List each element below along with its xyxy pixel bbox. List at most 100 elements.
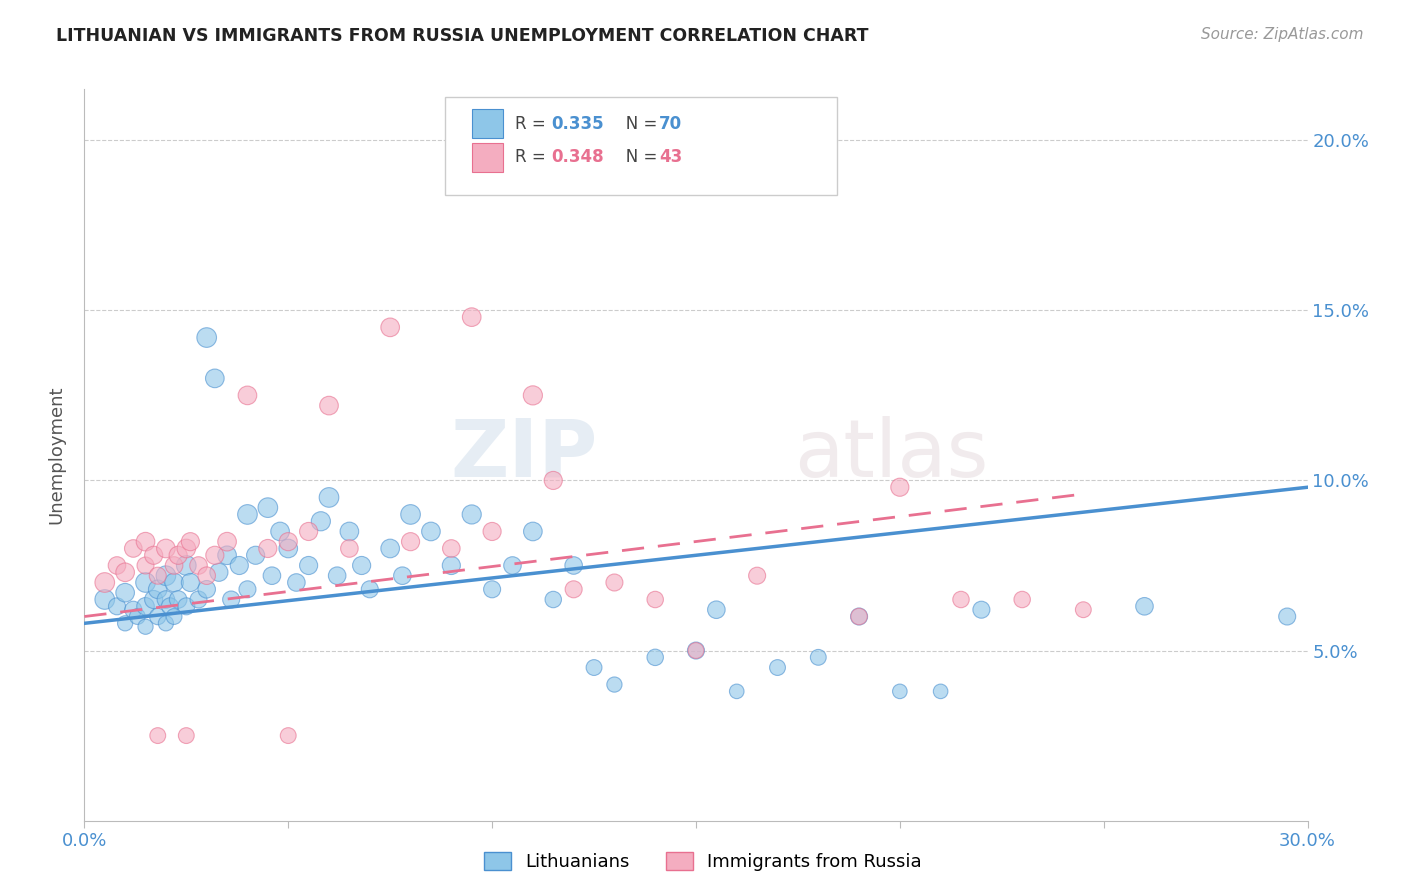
Point (277, 541, 299, 556)
Point (502, 558, 524, 573)
Point (309, 514, 332, 528)
Point (204, 549, 226, 563)
Point (644, 650, 666, 665)
Point (298, 524, 321, 539)
Point (135, 534, 157, 549)
Point (380, 541, 402, 556)
Point (970, 603, 993, 617)
Point (257, 541, 280, 556)
Point (114, 566, 136, 580)
Point (339, 524, 361, 539)
Point (440, 558, 463, 573)
Point (440, 541, 463, 556)
Point (236, 388, 259, 402)
Point (603, 677, 626, 691)
Point (889, 684, 911, 698)
Point (380, 320, 402, 334)
Point (135, 620, 157, 634)
Text: R =: R = (515, 114, 551, 133)
Point (461, 508, 484, 522)
Point (562, 558, 585, 573)
Point (127, 609, 149, 624)
Point (114, 616, 136, 631)
Point (929, 684, 952, 698)
Point (644, 592, 666, 607)
Point (685, 643, 707, 657)
Point (236, 582, 259, 597)
Point (228, 558, 250, 573)
Point (105, 558, 128, 573)
Point (747, 568, 769, 582)
Point (142, 549, 165, 563)
Point (318, 399, 340, 413)
Point (195, 330, 218, 344)
Point (155, 541, 177, 556)
Point (163, 558, 186, 573)
Point (114, 585, 136, 599)
Point (93, 575, 115, 590)
Point (135, 599, 157, 614)
Point (260, 568, 283, 582)
Point (135, 575, 157, 590)
Point (1133, 599, 1156, 614)
Point (481, 524, 503, 539)
Point (236, 508, 259, 522)
Point (562, 582, 585, 597)
Point (146, 609, 169, 624)
Text: N =: N = (610, 114, 664, 133)
Text: 70: 70 (659, 114, 682, 133)
Point (146, 582, 169, 597)
Point (93, 592, 115, 607)
Point (269, 524, 291, 539)
Point (848, 609, 870, 624)
Point (187, 592, 209, 607)
Text: atlas: atlas (794, 416, 988, 494)
Point (217, 549, 239, 563)
Point (155, 592, 177, 607)
Point (420, 524, 443, 539)
Point (359, 582, 381, 597)
Point (766, 660, 789, 674)
Text: LITHUANIAN VS IMMIGRANTS FROM RUSSIA UNEMPLOYMENT CORRELATION CHART: LITHUANIAN VS IMMIGRANTS FROM RUSSIA UNE… (56, 27, 869, 45)
Legend: Lithuanians, Immigrants from Russia: Lithuanians, Immigrants from Russia (477, 845, 929, 879)
Point (461, 310, 484, 325)
Point (950, 592, 973, 607)
Text: N =: N = (610, 148, 664, 166)
Point (277, 534, 299, 549)
Point (179, 575, 201, 590)
Point (1011, 592, 1033, 607)
Point (146, 568, 169, 582)
Point (174, 599, 197, 614)
Point (522, 524, 544, 539)
Point (1073, 603, 1095, 617)
Point (155, 616, 177, 631)
Text: R =: R = (515, 148, 551, 166)
Point (195, 582, 218, 597)
Point (219, 592, 242, 607)
Point (522, 388, 544, 402)
Point (122, 541, 145, 556)
Point (174, 558, 197, 573)
Point (135, 558, 157, 573)
Y-axis label: Unemployment: Unemployment (48, 385, 66, 524)
Point (326, 568, 349, 582)
Point (725, 684, 748, 698)
Point (245, 549, 267, 563)
Point (391, 568, 413, 582)
Point (195, 568, 218, 582)
Point (159, 599, 181, 614)
Text: 0.348: 0.348 (551, 148, 605, 166)
Point (298, 558, 321, 573)
Point (174, 729, 197, 743)
Point (339, 541, 361, 556)
Point (217, 534, 239, 549)
Text: ZIP: ZIP (451, 416, 598, 494)
Point (208, 566, 231, 580)
Point (146, 729, 169, 743)
Point (285, 575, 308, 590)
Point (179, 534, 201, 549)
Text: Source: ZipAtlas.com: Source: ZipAtlas.com (1201, 27, 1364, 42)
Point (163, 575, 186, 590)
Point (399, 534, 422, 549)
Point (187, 558, 209, 573)
